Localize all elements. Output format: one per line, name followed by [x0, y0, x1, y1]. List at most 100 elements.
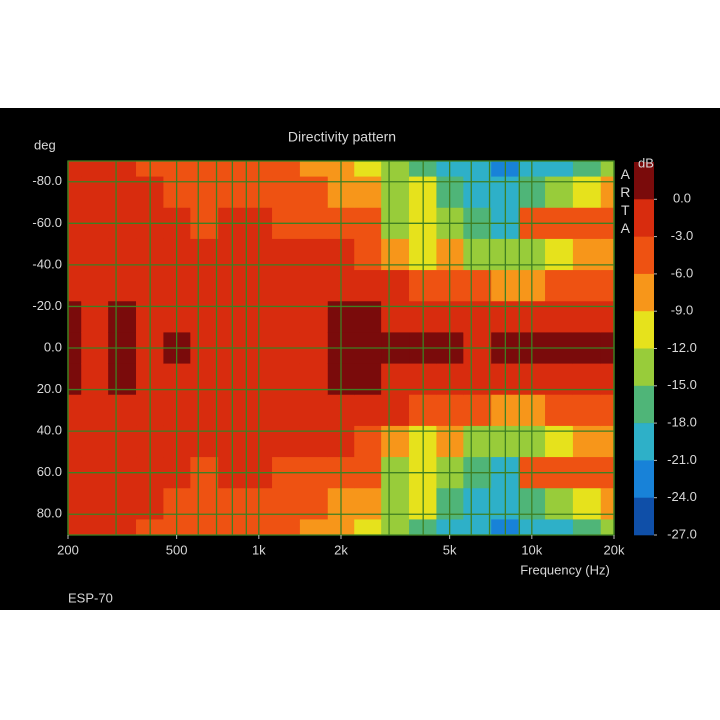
colorbar-label: dB [638, 155, 654, 170]
heatmap-cell [600, 488, 615, 520]
heatmap-cell [272, 394, 301, 427]
colorbar-tick-label: -21.0 [667, 452, 697, 467]
colorbar-band [634, 162, 654, 200]
heatmap-cell [68, 519, 82, 536]
heatmap-cell [381, 161, 410, 178]
heatmap-cell [108, 363, 137, 396]
heatmap-cell [81, 519, 109, 536]
heatmap-cell [381, 363, 410, 396]
y-tick-label: 40.0 [37, 423, 62, 438]
chart-title: Directivity pattern [288, 129, 396, 145]
heatmap-cell [108, 519, 137, 536]
heatmap-cell [108, 238, 137, 271]
heatmap-cell [600, 394, 615, 427]
colorbar-tick-label: -9.0 [671, 303, 693, 318]
heatmap-cell [272, 270, 301, 302]
heatmap-cell [190, 363, 219, 396]
heatmap-cell [299, 238, 329, 271]
colorbar-tick-label: -6.0 [671, 265, 693, 280]
y-tick-label: -80.0 [32, 173, 62, 188]
heatmap-cell [299, 363, 329, 396]
heatmap-cell [463, 363, 492, 396]
heatmap-cell [600, 161, 615, 178]
y-tick-label: 20.0 [37, 381, 62, 396]
x-tick-label: 10k [521, 542, 542, 557]
colorbar-band [634, 236, 654, 275]
colorbar-tick-label: -18.0 [667, 415, 697, 430]
labels: -80.0 -60.0 -40.0 -20.0 0.0 20.0 40.0 60.0 80.0 2… [32, 162, 697, 557]
heatmap-cell [463, 270, 492, 302]
heatmap-cell [68, 301, 82, 333]
colorbar-tick-label: -3.0 [671, 228, 693, 243]
x-tick-label: 2k [334, 542, 348, 557]
watermark: ARTA [617, 166, 633, 238]
heatmap-cell [299, 488, 329, 520]
y-tick-label: -20.0 [32, 298, 62, 313]
heatmap-cell [600, 270, 615, 302]
heatmap-cell [572, 161, 602, 178]
heatmap-cell [108, 270, 137, 302]
heatmap-cell [463, 394, 492, 427]
heatmap-cell [108, 161, 137, 178]
heatmap-cell [354, 270, 382, 302]
heatmap-cell [381, 270, 410, 302]
x-tick-label: 500 [166, 542, 188, 557]
colorbar-band [634, 385, 654, 424]
heatmap-cell [354, 519, 382, 536]
heatmap-cell [572, 519, 602, 536]
heatmap-cell [299, 519, 329, 536]
heatmap-cell [190, 394, 219, 427]
heatmap-cell [545, 519, 574, 536]
colorbar-tick-label: 0.0 [673, 191, 691, 206]
heatmap-cell [545, 488, 574, 520]
heatmap-cell [600, 363, 615, 396]
heatmap-cell [68, 363, 82, 396]
heatmap-cell [190, 238, 219, 271]
heatmap-cell [81, 488, 109, 520]
heatmap-cell [68, 425, 82, 458]
heatmap-cell [545, 238, 574, 271]
heatmap-cell [600, 301, 615, 333]
heatmap-cell [190, 161, 219, 178]
x-tick-label: 5k [443, 542, 457, 557]
heatmap-cell [463, 488, 492, 520]
colorbar-tick-label: -12.0 [667, 340, 697, 355]
x-tick-label: 20k [604, 542, 625, 557]
x-tick-label: 200 [57, 542, 79, 557]
heatmap-cell [81, 161, 109, 178]
heatmap-cell [354, 238, 382, 271]
heatmap-cell [81, 394, 109, 427]
colorbar-tick-label: -27.0 [667, 526, 697, 541]
colorbar-band [634, 199, 654, 237]
heatmap-cell [68, 176, 82, 209]
heatmap-cell [600, 425, 615, 458]
heatmap-cell [572, 363, 602, 396]
colorbar-band [634, 460, 654, 498]
heatmap-cell [81, 363, 109, 396]
heatmap-cell [600, 176, 615, 209]
heatmap-cell [108, 488, 137, 520]
y-axis-label: deg [34, 137, 56, 152]
heatmap-cell [381, 519, 410, 536]
heatmap-cell [463, 161, 492, 178]
heatmap-cell [572, 238, 602, 271]
heatmap-cell [81, 270, 109, 302]
heatmap-cell [545, 270, 574, 302]
heatmap-cell [354, 488, 382, 520]
heatmap-cell [381, 394, 410, 427]
y-tick-label: -40.0 [32, 256, 62, 271]
heatmap-cell [545, 161, 574, 178]
colorbar-tick-label: -24.0 [667, 489, 697, 504]
heatmap-cell [354, 161, 382, 178]
colorbar-band [634, 497, 654, 536]
y-tick-label: 0.0 [44, 339, 62, 354]
heatmap-cell [463, 519, 492, 536]
heatmap-cell [600, 519, 615, 536]
colorbar-band [634, 423, 654, 461]
heatmap-cell [545, 363, 574, 396]
heatmap-cell [600, 238, 615, 271]
heatmap-cell [81, 238, 109, 271]
heatmap-cell [299, 161, 329, 178]
heatmap-cell [299, 270, 329, 302]
